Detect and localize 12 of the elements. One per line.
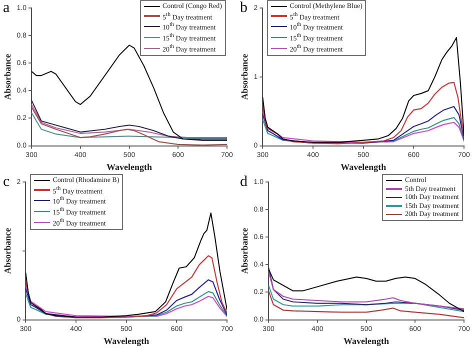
y-axis-title: Absorbance [240,228,250,274]
chart-title: a [3,0,10,17]
chart-title: c [3,174,10,191]
y-axis-title: Absorbance [2,228,13,274]
chart-title: b [240,0,248,17]
chart-title: d [240,174,248,191]
x-axis-title: Wavelength [104,336,150,346]
x-axis-title: Wavelength [340,162,386,172]
y-axis-title: Absorbance [240,54,250,100]
y-axis-title: Absorbance [2,54,13,100]
x-axis-title: Wavelength [344,336,390,346]
x-axis-title: Wavelength [106,162,152,172]
